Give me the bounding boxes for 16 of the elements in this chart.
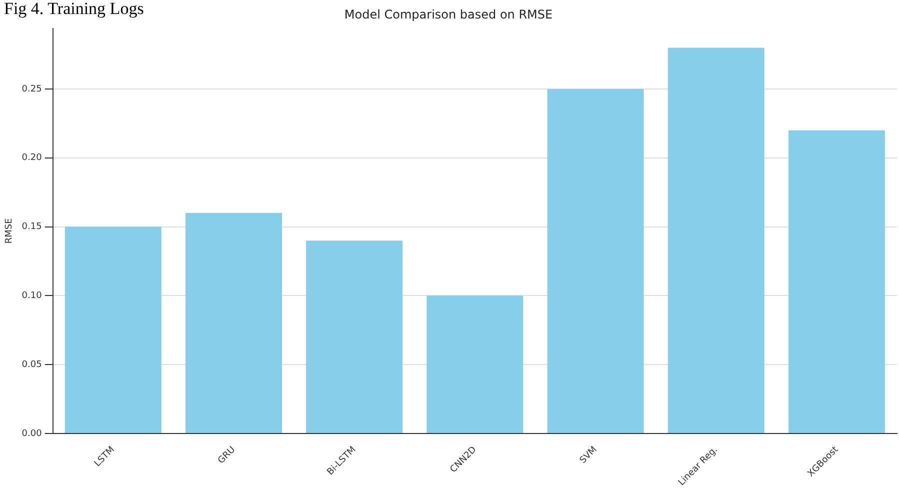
y-tick-label: 0.25 [22, 84, 42, 94]
y-tick-label: 0.15 [22, 222, 42, 232]
y-tick-label: 0.05 [22, 360, 42, 370]
chart-title: Model Comparison based on RMSE [344, 7, 553, 22]
bar [547, 89, 644, 433]
bar [788, 130, 885, 433]
bar [185, 213, 282, 433]
y-axis-title: RMSE [4, 218, 15, 244]
bar [64, 226, 162, 433]
bar [426, 296, 524, 433]
y-tick-label: 0.00 [22, 428, 42, 439]
y-tick-label: 0.10 [22, 291, 42, 302]
caption: Fig 4. Training Logs [4, 0, 144, 18]
y-tick-label: 0.20 [22, 153, 42, 164]
bar [668, 48, 764, 433]
bar [306, 240, 403, 433]
